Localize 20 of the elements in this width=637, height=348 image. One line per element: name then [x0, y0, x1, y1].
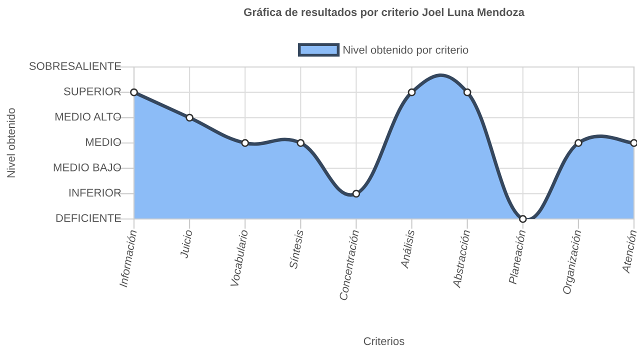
x-tick-label: Información — [118, 230, 137, 288]
x-tick-label: Abstracción — [452, 230, 470, 288]
text: MEDIO — [86, 138, 121, 146]
text: Nivel obtenido — [6, 108, 15, 178]
x-tick-label: Planeación — [508, 230, 526, 284]
text: INFERIOR — [69, 188, 121, 197]
text: SOBRESALIENTE — [29, 62, 122, 70]
text: DEFICIENTE — [56, 214, 122, 222]
text: SUPERIOR — [64, 87, 121, 96]
x-tick-label: Vocabulario — [230, 230, 248, 288]
x-tick-label: Atención — [621, 230, 637, 274]
x-tick-label: Síntesis — [288, 229, 304, 270]
text: MEDIO ALTO — [56, 112, 121, 121]
chart-title: Gráfica de resultados por criterio Joel Luna Mendoza — [244, 8, 525, 18]
legend-label: Nivel obtenido por criterio — [344, 46, 468, 56]
text: MEDIO BAJO — [54, 163, 121, 172]
x-tick-label: Juicio — [180, 230, 192, 259]
x-tick-label: Análisis — [400, 229, 415, 269]
x-tick-label: Organización — [562, 230, 584, 295]
x-axis-title: Criterios — [364, 336, 404, 346]
